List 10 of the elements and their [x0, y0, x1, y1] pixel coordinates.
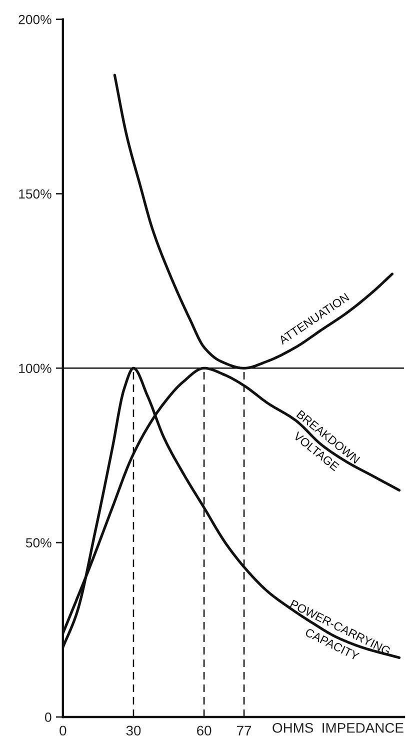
y-tick-label: 50% [26, 538, 52, 548]
x-tick-label: 60 [197, 726, 212, 736]
y-tick-label: 150% [19, 189, 52, 199]
y-tick-label: 200% [18, 14, 52, 24]
y-tick-label: 100% [19, 364, 52, 374]
x-tick-label: 30 [126, 726, 141, 736]
x-tick-label: 77 [237, 726, 252, 736]
y-tick-label: 0 [44, 712, 52, 722]
x-tick-label: 0 [60, 726, 66, 736]
x-axis-title: OHMS IMPEDANCE [272, 722, 404, 733]
